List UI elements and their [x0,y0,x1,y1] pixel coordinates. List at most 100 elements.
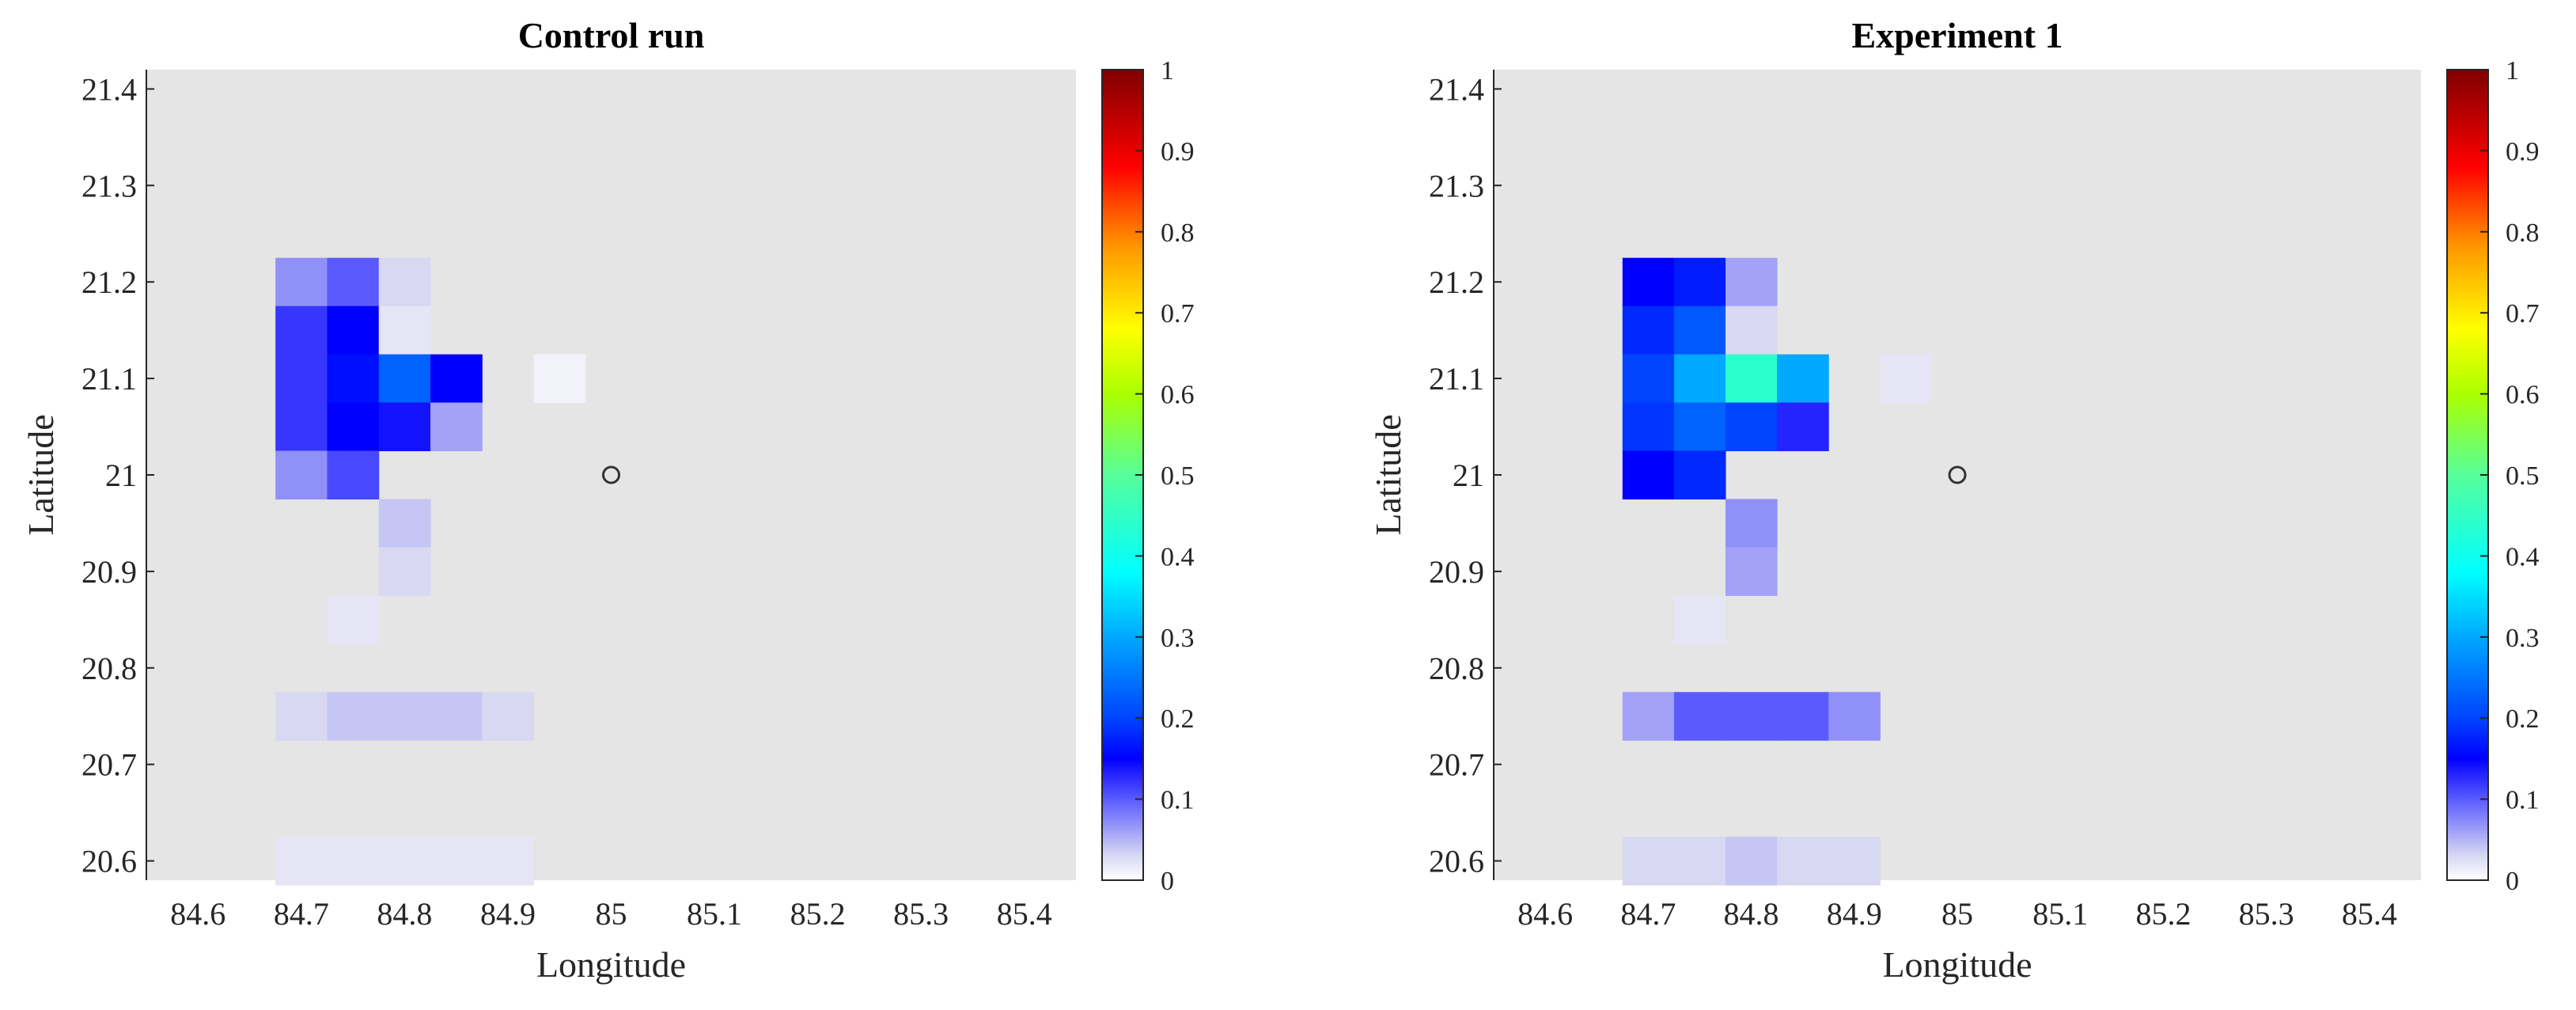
x-tick-label: 85.3 [2239,896,2294,932]
heatmap-cell [378,306,431,355]
heatmap-cell [1673,692,1726,741]
y-tick-label: 20.6 [1429,844,1484,879]
heatmap-cell [1726,547,1778,596]
heatmap-cell [327,595,380,644]
y-tick-label: 20.7 [1429,747,1484,783]
y-tick-label: 21 [1453,458,1484,493]
heatmap-cell [1726,499,1778,548]
y-tick-label: 20.9 [81,554,137,590]
colorbar-tick-label: 0 [2506,867,2519,896]
y-tick-label: 20.8 [1429,651,1484,686]
y-tick-label: 21.4 [81,71,137,107]
heatmap-cell [1622,692,1675,741]
x-tick-label: 84.6 [1517,896,1573,932]
heatmap-cell [1726,837,1778,886]
location-marker [1948,465,1967,484]
heatmap-cell [1673,450,1726,499]
colorbar-tick-label: 0.6 [1161,381,1195,410]
x-tick-label: 84.8 [1724,896,1779,932]
heatmap-cell [327,837,380,886]
heatmap-cell [1622,306,1675,355]
x-tick-label: 85 [1941,896,1973,932]
heatmap-cell [275,837,328,886]
colorbar-tick-label: 0.1 [2506,786,2540,815]
colorbar-tick-label: 0.2 [1161,704,1195,734]
heatmap-cell [1673,306,1726,355]
x-tick-label: 85.4 [997,896,1052,932]
colorbar-tick-label: 1 [2506,56,2519,85]
x-axis-label: Longitude [1882,944,2032,985]
heatmap-cell [1673,595,1726,644]
heatmap-cell [482,692,535,741]
heatmap-cell [275,354,328,404]
heatmap-cell [1622,354,1675,404]
heatmap-cell [1622,450,1675,499]
heatmap-cell [430,837,483,886]
heatmap-cell [378,837,431,886]
heatmap-cell [1777,402,1829,452]
x-tick-label: 84.7 [1620,896,1676,932]
colorbar-tick-label: 0.3 [2506,624,2540,653]
colorbar-tick-label: 0.5 [1161,461,1195,491]
colorbar-tick-label: 0.4 [1161,542,1195,571]
colorbar-tick-label: 0.9 [2506,137,2540,166]
y-tick-label: 21.3 [81,168,137,203]
x-tick-label: 84.7 [274,896,329,932]
heatmap-cell [1880,354,1932,404]
y-tick-label: 21.4 [1429,71,1484,107]
heatmap-cell [533,354,586,404]
x-tick-label: 85.3 [893,896,949,932]
heatmap-cell [1828,692,1881,741]
y-tick-label: 21.1 [81,361,137,397]
heatmap-cell [1673,354,1726,404]
heatmap-cell [378,402,431,452]
x-tick-label: 84.8 [377,896,432,932]
heatmap-cell [327,306,380,355]
heatmap-cell [275,450,328,499]
heatmap-cell [1622,257,1675,307]
colorbar-tick-label: 0.8 [2506,218,2540,248]
y-tick-label: 21.2 [81,264,137,300]
x-tick-label: 84.9 [480,896,536,932]
x-tick-label: 85.1 [2032,896,2088,932]
heatmap-cell [378,692,431,741]
colorbar-tick-label: 0 [1161,867,1174,896]
y-axis-label: Latitude [1368,414,1408,535]
colorbar-tick-label: 0.5 [2506,461,2540,491]
heatmap-cell [1777,354,1829,404]
colorbar-tick-label: 0.7 [2506,299,2540,328]
heatmap-cell [327,450,380,499]
heatmap-cell [275,692,328,741]
heatmap-cell [1673,837,1726,886]
heatmap-cell [275,257,328,307]
y-tick-label: 21.3 [1429,168,1484,203]
colorbar-tick-label: 1 [1161,56,1174,85]
heatmap-cell [1622,837,1675,886]
colorbar-tick-label: 0.1 [1161,786,1195,815]
heatmap-cell [1673,402,1726,452]
heatmap-cell [378,547,431,596]
heatmap-cell [327,354,380,404]
heatmap-cell [378,354,431,404]
heatmap-cell [378,499,431,548]
heatmap-cell [1777,692,1829,741]
heatmap-cell [482,837,535,886]
y-tick-label: 20.7 [81,747,137,783]
chart-title: Experiment 1 [1851,15,2063,55]
x-tick-label: 85.1 [687,896,742,932]
colorbar-tick-label: 0.9 [1161,137,1195,166]
y-tick-label: 20.8 [81,651,137,686]
colorbar-tick-label: 0.8 [1161,218,1195,248]
y-axis-label: Latitude [21,414,61,535]
x-tick-label: 85 [596,896,627,932]
heatmap-cell [1673,257,1726,307]
heatmap-cell [327,257,380,307]
panel-experiment-1: 84.6 84.7 84.8 84.9 85 85.1 85.2 85.3 85.4 20.6 20… [1368,15,2540,985]
heatmap-cell [1777,837,1829,886]
y-tick-label: 20.9 [1429,554,1484,590]
location-marker [602,465,620,484]
heatmap-cell [275,402,328,452]
y-tick-label: 21 [105,458,137,493]
x-tick-label: 84.6 [170,896,225,932]
